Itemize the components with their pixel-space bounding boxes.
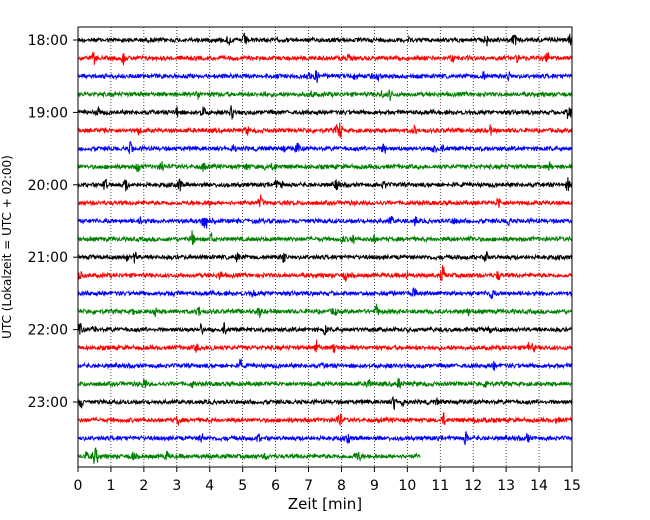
trace-1915 bbox=[77, 122, 573, 138]
x-tick-label: 0 bbox=[74, 478, 83, 494]
y-axis-ticks: 18:00 19:00 20:00 21:00 22:00 23:00 bbox=[28, 33, 78, 411]
y-tick-label: 21:00 bbox=[28, 250, 68, 266]
trace-1815 bbox=[77, 51, 573, 66]
y-tick-label: 22:00 bbox=[28, 323, 68, 339]
y-axis-label: UTC (Lokalzeit = UTC + 02:00) bbox=[0, 155, 14, 339]
trace-1845 bbox=[77, 89, 573, 102]
trace-2345 bbox=[77, 447, 421, 464]
x-tick-label: 5 bbox=[238, 478, 247, 494]
trace-2030 bbox=[77, 216, 573, 229]
seismic-traces bbox=[77, 32, 573, 464]
x-tick-label: 4 bbox=[205, 478, 214, 494]
x-tick-label: 10 bbox=[398, 478, 416, 494]
x-tick-label: 1 bbox=[106, 478, 115, 494]
x-tick-label: 14 bbox=[530, 478, 548, 494]
x-tick-label: 8 bbox=[337, 478, 346, 494]
vertical-gridlines bbox=[110, 27, 540, 467]
y-tick-label: 18:00 bbox=[28, 33, 68, 49]
trace-2215 bbox=[77, 339, 573, 354]
y-tick-label: 19:00 bbox=[28, 105, 68, 121]
y-tick-label: 23:00 bbox=[28, 395, 68, 411]
x-tick-label: 15 bbox=[563, 478, 581, 494]
x-tick-label: 12 bbox=[464, 478, 482, 494]
x-tick-label: 2 bbox=[139, 478, 148, 494]
trace-2100 bbox=[77, 251, 573, 264]
trace-1900 bbox=[77, 105, 573, 120]
trace-2245 bbox=[77, 377, 573, 390]
x-tick-label: 6 bbox=[271, 478, 280, 494]
trace-2330 bbox=[77, 430, 573, 446]
x-axis-label: Zeit [min] bbox=[288, 495, 362, 513]
trace-2315 bbox=[77, 412, 573, 426]
trace-2130 bbox=[77, 286, 573, 300]
trace-2200 bbox=[77, 322, 573, 336]
x-tick-label: 3 bbox=[172, 478, 181, 494]
trace-1800 bbox=[77, 32, 573, 47]
plot-frame bbox=[77, 26, 573, 468]
trace-1930 bbox=[77, 141, 573, 155]
trace-1830 bbox=[77, 70, 573, 83]
trace-2145 bbox=[77, 303, 573, 319]
trace-1945 bbox=[77, 160, 573, 173]
x-tick-label: 7 bbox=[304, 478, 313, 494]
trace-2000 bbox=[77, 177, 573, 192]
x-tick-label: 13 bbox=[497, 478, 515, 494]
y-tick-label: 20:00 bbox=[28, 178, 68, 194]
trace-2045 bbox=[77, 230, 573, 245]
x-tick-label: 9 bbox=[370, 478, 379, 494]
x-tick-label: 11 bbox=[431, 478, 449, 494]
trace-2300 bbox=[77, 395, 573, 410]
x-axis-ticks: 0 1 2 3 4 5 6 7 8 9 10 11 12 13 14 15 bbox=[74, 467, 581, 494]
trace-2115 bbox=[77, 264, 573, 282]
trace-2230 bbox=[77, 358, 573, 371]
trace-2015 bbox=[77, 194, 573, 208]
